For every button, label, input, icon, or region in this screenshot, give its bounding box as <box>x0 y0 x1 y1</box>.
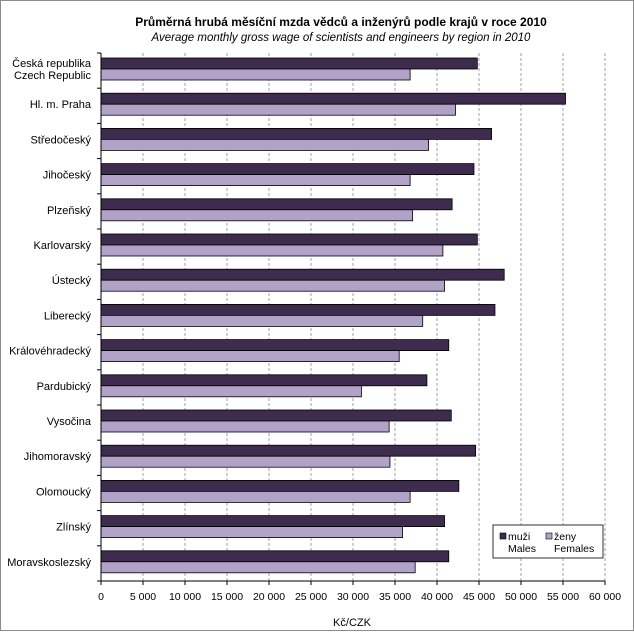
category-label-line: Česká republika <box>12 57 92 70</box>
axes <box>97 52 606 585</box>
category-label-line: Středočeský <box>30 134 91 146</box>
bar-males <box>100 444 477 457</box>
bar-females <box>100 244 444 257</box>
bar-males <box>100 409 452 422</box>
x-tick-label: 0 <box>98 591 104 603</box>
legend-label-females: ženy <box>554 531 577 543</box>
category-label: Jihomoravský <box>24 451 92 463</box>
category-label: Karlovarský <box>34 240 92 252</box>
legend-box <box>492 524 604 559</box>
category-label-line: Jihočeský <box>43 170 92 182</box>
category-label-line: Pardubický <box>37 381 92 393</box>
category-label-line: Moravskoslezský <box>7 557 91 569</box>
category-label: Plzeňský <box>47 205 92 217</box>
legend-swatch-males <box>499 532 507 540</box>
bar-females <box>100 561 416 574</box>
category-label-line: Olomoucký <box>36 486 92 498</box>
category-label-line: Czech Republic <box>14 70 92 82</box>
bar-females <box>100 103 456 116</box>
bar-females <box>100 138 430 151</box>
bar-females <box>100 279 445 292</box>
category-label-line: Karlovarský <box>34 240 92 252</box>
x-tick-label: 10 000 <box>169 591 201 603</box>
x-tick-label: 60 000 <box>589 591 621 603</box>
bar-females <box>100 174 411 187</box>
bar-females <box>100 314 424 327</box>
x-tick-labels: 0 5 000 10 000 15 000 20 000 25 000 30 000 35 0… <box>98 591 621 603</box>
x-tick-label: 35 000 <box>379 591 411 603</box>
bar-males <box>100 92 566 105</box>
category-labels: Česká republika Czech Republic Hl. m. Prah… <box>7 57 92 569</box>
bar-females <box>100 385 362 398</box>
bar-females <box>100 350 400 363</box>
category-label: Jihočeský <box>43 170 92 182</box>
category-label-line: Jihomoravský <box>24 451 92 463</box>
x-tick-label: 40 000 <box>421 591 453 603</box>
category-label: Liberecký <box>44 310 92 322</box>
category-label-line: Hl. m. Praha <box>30 99 92 111</box>
bar-males <box>100 339 450 352</box>
x-tick-label: 50 000 <box>505 591 537 603</box>
bar-males <box>100 163 475 176</box>
bar-males <box>100 374 428 387</box>
category-label: Zlínský <box>56 522 91 534</box>
legend-label-males: muži <box>508 531 530 543</box>
bars <box>100 57 566 574</box>
bar-males <box>100 128 493 140</box>
bar-females <box>100 526 403 538</box>
bar-males <box>100 515 445 527</box>
bar-males <box>100 268 505 281</box>
bar-males <box>100 550 450 563</box>
category-label: Královéhradecký <box>9 346 91 358</box>
chart-title: Průměrná hrubá měsíční mzda vědců a inže… <box>135 15 547 29</box>
category-label-line: Ústecký <box>52 274 92 287</box>
category-label-line: Zlínský <box>56 522 91 534</box>
bar-females <box>100 490 411 503</box>
category-label: Moravskoslezský <box>7 557 91 569</box>
x-tick-label: 30 000 <box>337 591 369 603</box>
category-label: Pardubický <box>37 381 92 393</box>
x-axis-title: Kč/CZK <box>333 617 372 629</box>
bar-females <box>100 420 390 433</box>
bar-males <box>100 479 460 492</box>
chart-subtitle: Average monthly gross wage of scientists… <box>151 32 531 44</box>
bar-males <box>100 303 496 316</box>
legend-swatch-females <box>545 532 553 540</box>
category-label: Vysočina <box>47 416 92 428</box>
x-tick-label: 25 000 <box>295 591 327 603</box>
category-label: Hl. m. Praha <box>30 99 92 111</box>
bar-males <box>100 198 453 211</box>
x-tick-label: 5 000 <box>130 591 156 603</box>
bar-females <box>100 455 391 468</box>
category-label-line: Plzeňský <box>47 205 92 217</box>
category-label: Ústecký <box>52 274 92 287</box>
legend-label-males: Males <box>508 543 536 555</box>
x-tick-label: 20 000 <box>253 591 285 603</box>
x-tick-label: 55 000 <box>547 591 579 603</box>
bar-males <box>100 233 478 246</box>
category-label-line: Královéhradecký <box>9 346 91 358</box>
bar-females <box>100 68 411 81</box>
bar-males <box>100 57 478 70</box>
category-label: Olomoucký <box>36 486 92 498</box>
category-label: Středočeský <box>30 134 91 146</box>
legend-label-females: Females <box>554 543 594 555</box>
bar-females <box>100 209 414 222</box>
category-label-line: Vysočina <box>47 416 92 428</box>
x-tick-label: 15 000 <box>211 591 243 603</box>
x-tick-label: 45 000 <box>463 591 495 603</box>
category-label-line: Liberecký <box>44 310 92 322</box>
category-label: Česká republika Czech Republic <box>12 57 92 82</box>
